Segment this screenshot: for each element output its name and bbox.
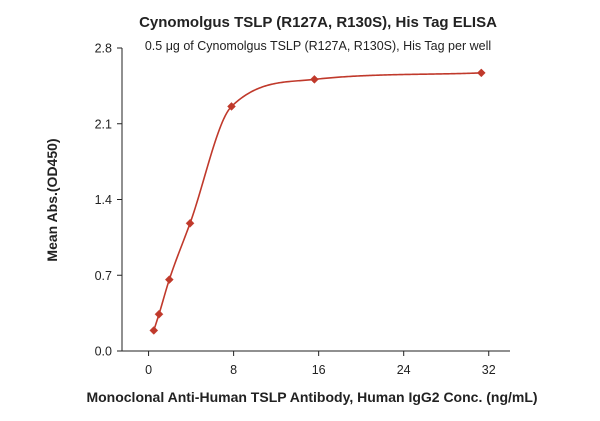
x-axis-ticks: 0 8 16 24 32 bbox=[145, 351, 496, 377]
x-tick-label: 16 bbox=[312, 363, 326, 377]
x-tick-label: 8 bbox=[230, 363, 237, 377]
y-tick-label: 2.1 bbox=[95, 117, 112, 131]
data-point bbox=[476, 68, 486, 78]
fit-curve bbox=[153, 72, 482, 331]
chart-title: Cynomolgus TSLP (R127A, R130S), His Tag … bbox=[139, 14, 497, 31]
y-tick-label: 0.7 bbox=[95, 269, 112, 283]
y-tick-label: 2.8 bbox=[95, 42, 112, 56]
data-point bbox=[154, 309, 164, 319]
plot-area: 0.0 0.7 1.4 2.1 2.8 0 8 16 24 32 bbox=[95, 42, 510, 377]
y-tick-label: 0.0 bbox=[95, 345, 112, 359]
y-axis-ticks: 0.0 0.7 1.4 2.1 2.8 bbox=[95, 42, 122, 359]
x-axis-title: Monoclonal Anti-Human TSLP Antibody, Hum… bbox=[86, 389, 537, 405]
data-point bbox=[227, 102, 236, 111]
y-axis-title: Mean Abs.(OD450) bbox=[44, 138, 60, 261]
x-tick-label: 24 bbox=[397, 363, 411, 377]
y-tick-label: 1.4 bbox=[95, 193, 112, 207]
data-point bbox=[310, 75, 319, 84]
data-point bbox=[185, 218, 195, 228]
x-tick-label: 32 bbox=[482, 363, 496, 377]
data-points bbox=[149, 68, 486, 335]
x-tick-label: 0 bbox=[145, 363, 152, 377]
data-point bbox=[164, 275, 174, 284]
chart-subtitle: 0.5 μg of Cynomolgus TSLP (R127A, R130S)… bbox=[145, 39, 491, 53]
data-point bbox=[149, 326, 159, 335]
